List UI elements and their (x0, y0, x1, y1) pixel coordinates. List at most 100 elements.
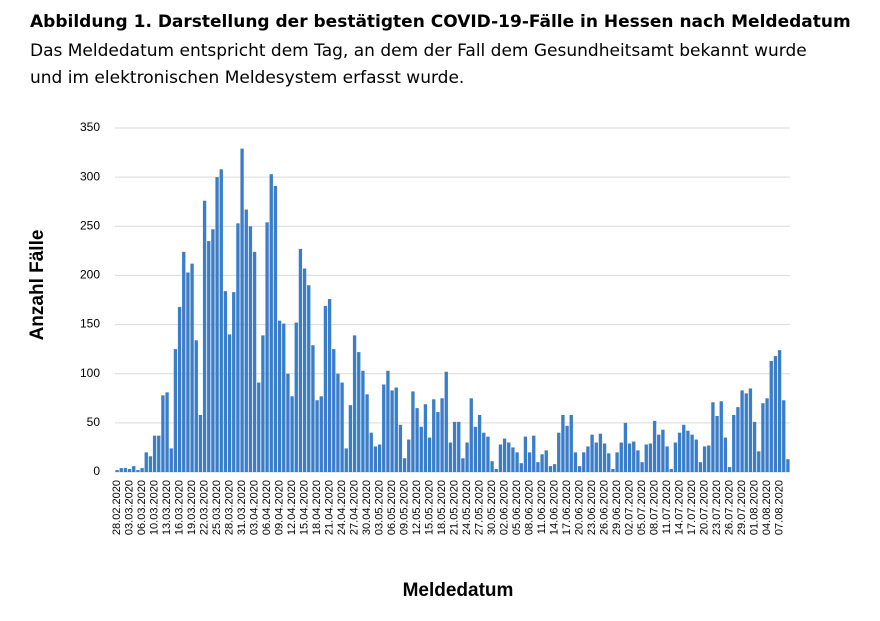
x-tick-label: 07.08.2020 (773, 480, 785, 535)
x-tick-label: 17.06.2020 (561, 480, 573, 535)
bar (486, 436, 490, 472)
bar (682, 424, 686, 472)
bar (148, 456, 153, 472)
bar (252, 251, 257, 472)
bar (673, 442, 678, 472)
x-tick-label: 25.03.2020 (211, 480, 223, 535)
bar (677, 432, 682, 472)
bar (640, 462, 644, 472)
bar (727, 467, 732, 472)
bar (540, 454, 544, 472)
x-tick-label: 15.05.2020 (423, 480, 435, 535)
x-tick-label: 22.03.2020 (198, 480, 210, 535)
bar (136, 470, 140, 472)
bar (707, 445, 711, 472)
x-tick-label: 31.03.2020 (236, 480, 248, 535)
x-tick-label: 17.07.2020 (686, 480, 698, 535)
bar (352, 335, 357, 472)
x-tick-label: 11.06.2020 (536, 480, 548, 534)
bar (240, 148, 244, 472)
x-tick-label: 16.03.2020 (173, 480, 185, 535)
bar (736, 407, 740, 472)
bar (602, 443, 607, 472)
bar (157, 435, 161, 472)
bar (123, 468, 128, 472)
bar (119, 468, 123, 472)
bar (436, 412, 440, 472)
bar (286, 373, 290, 472)
bar (586, 446, 590, 472)
bar (502, 438, 507, 472)
bar (607, 453, 611, 472)
bar (448, 442, 453, 472)
bar (177, 306, 182, 472)
bar (573, 452, 578, 472)
bar (644, 444, 648, 472)
bar (244, 209, 248, 472)
x-tick-label: 03.05.2020 (373, 480, 385, 535)
bar (744, 393, 748, 472)
bar (715, 415, 719, 472)
y-tick-label: 350 (80, 120, 100, 134)
x-tick-label: 08.06.2020 (523, 480, 535, 535)
x-tick-label: 02.06.2020 (498, 480, 510, 535)
bar (577, 466, 582, 472)
chart-title: Abbildung 1. Darstellung der bestätigten… (30, 12, 851, 32)
x-tick-label: 03.03.2020 (123, 480, 135, 535)
bar (115, 470, 119, 472)
x-tick-label: 29.07.2020 (736, 480, 748, 535)
bar (477, 414, 482, 472)
bar (169, 448, 173, 472)
x-tick-label: 12.05.2020 (411, 480, 423, 535)
bar (498, 444, 503, 472)
bar (569, 414, 573, 472)
x-tick-label: 24.05.2020 (461, 480, 473, 535)
bar (173, 349, 178, 472)
x-tick-label: 23.06.2020 (586, 480, 598, 535)
bar (615, 452, 619, 472)
x-tick-label: 23.07.2020 (711, 480, 723, 535)
bar (144, 452, 148, 472)
bar (648, 443, 653, 472)
x-tick-label: 14.07.2020 (673, 480, 685, 535)
x-tick-label: 15.04.2020 (298, 480, 310, 535)
bar (194, 340, 198, 472)
y-tick-label: 200 (80, 268, 100, 282)
bar (377, 444, 382, 472)
bar (302, 268, 307, 472)
bar (211, 229, 215, 472)
bar (273, 185, 278, 472)
bar (390, 390, 394, 472)
bar (461, 458, 465, 472)
bar (386, 370, 390, 472)
y-tick-label: 300 (80, 169, 100, 183)
x-axis-title: Meldedatum (403, 580, 514, 601)
bar (419, 426, 423, 472)
x-tick-label: 01.08.2020 (748, 480, 760, 535)
bar (382, 384, 386, 472)
bar (515, 452, 519, 472)
bar (365, 394, 369, 472)
y-tick-label: 50 (87, 415, 101, 429)
x-tick-label: 27.05.2020 (473, 480, 485, 535)
bar (198, 414, 203, 472)
bar (127, 469, 132, 472)
x-tick-label: 06.05.2020 (386, 480, 398, 535)
bar (369, 432, 373, 472)
x-tick-label: 30.04.2020 (361, 480, 373, 535)
bar (619, 442, 623, 472)
bar (782, 400, 786, 472)
x-tick-label: 18.04.2020 (311, 480, 323, 535)
x-tick-label: 05.07.2020 (636, 480, 648, 535)
bar (432, 399, 436, 472)
bar (752, 421, 757, 472)
x-tick-label: 30.05.2020 (486, 480, 498, 535)
x-tick-label: 20.07.2020 (698, 480, 710, 535)
bar (361, 370, 365, 472)
bar (661, 429, 665, 472)
y-tick-label: 100 (80, 366, 100, 380)
bar (511, 447, 515, 472)
x-tick-label: 05.06.2020 (511, 480, 523, 535)
bar (698, 462, 703, 472)
bar (427, 437, 432, 472)
